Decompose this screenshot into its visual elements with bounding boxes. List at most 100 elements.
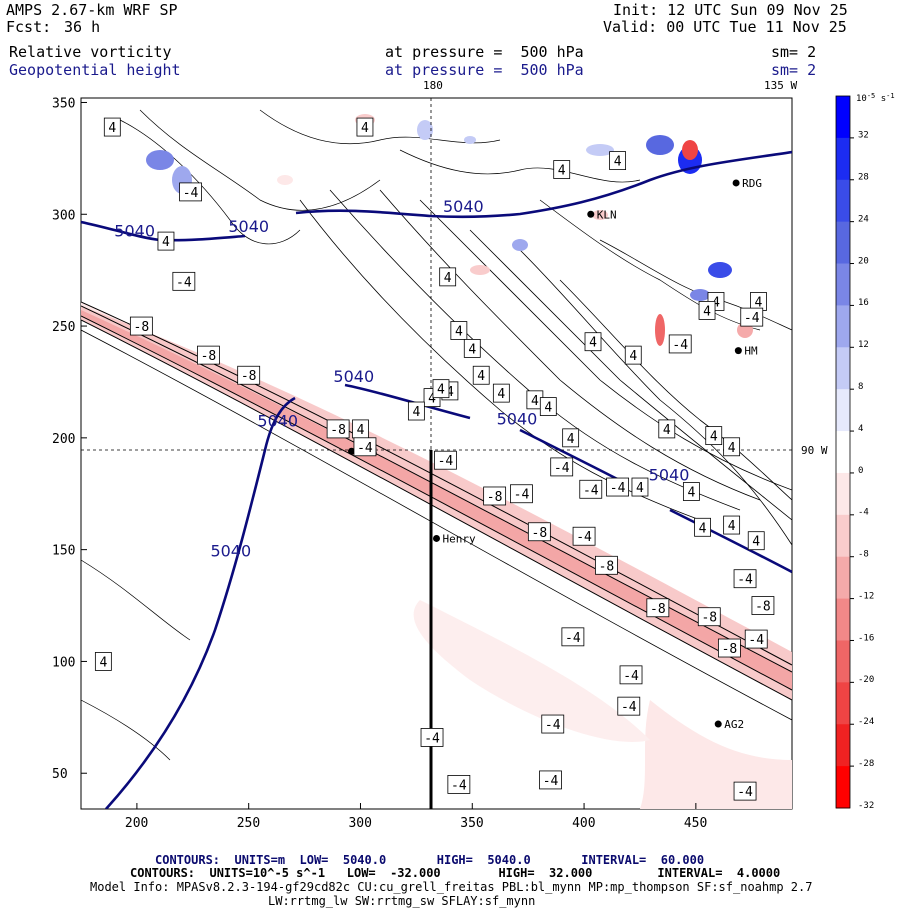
colorbar-label: -4 [858,508,869,518]
colorbar-segment [836,431,850,474]
svg-text:4: 4 [558,164,566,179]
height-contour-label: 5040 [649,465,690,484]
colorbar-segment [836,556,850,600]
colorbar-label: 16 [858,298,869,308]
svg-text:-4: -4 [672,338,688,353]
svg-text:4: 4 [361,121,369,136]
svg-text:4: 4 [444,271,452,286]
y-tick-label-200: 200 [52,432,75,447]
colorbar-label: -28 [858,759,874,769]
svg-text:-4: -4 [176,275,192,290]
colorbar-segment [836,305,850,348]
vorticity-label: -4 [733,781,757,801]
vorticity-label: -8 [237,365,261,385]
vorticity-label: 4 [157,231,175,251]
svg-text:-8: -8 [201,349,217,364]
height-contour-label: 5040 [333,367,374,386]
colorbar-label: -16 [858,633,874,643]
svg-text:4: 4 [629,349,637,364]
vorticity-label: -4 [619,665,643,685]
lon-label-180: 180 [423,79,443,92]
svg-text:4: 4 [728,519,736,534]
colorbar-label: 28 [858,173,869,183]
colorbar-frame [835,95,851,809]
svg-text:4: 4 [567,432,575,447]
vorticity-label: -8 [697,607,721,627]
svg-text:4: 4 [437,383,445,398]
vorticity-label: -4 [740,307,764,327]
vorticity-label: 4 [450,321,468,340]
station-marker [587,210,595,218]
colorbar-segment [836,766,850,809]
svg-text:-8: -8 [487,490,503,505]
station-henry: Henry [433,532,476,545]
svg-text:-4: -4 [737,573,753,588]
colorbar: 32 28 24 20 16 12 8 4 0 -4 -8 -12 -16 -20 -24 -28 -32 [835,95,874,811]
vorticity-label: -4 [579,479,603,499]
svg-text:4: 4 [712,295,720,310]
colorbar-segment [836,347,850,390]
colorbar-segment [836,682,850,725]
svg-text:-8: -8 [722,642,738,657]
vorticity-label: 4 [407,401,425,421]
svg-text:4: 4 [589,336,597,351]
geopotential-height-contours [81,150,792,809]
y-tick-label-250: 250 [52,320,75,335]
vorticity-label: 4 [103,117,121,137]
vorticity-label: -4 [353,437,377,457]
svg-text:4: 4 [162,235,170,250]
valid-time: Valid: 00 UTC Tue 11 Nov 25 [603,18,847,36]
svg-text:-8: -8 [701,611,717,626]
colorbar-label: 12 [858,340,869,350]
vorticity-label: 4 [658,419,676,439]
height-contour-label: 5040 [114,222,155,241]
colorbar-label: -12 [858,591,874,601]
station-label: KLN [597,208,617,221]
colorbar-label: 32 [858,131,869,141]
vorticity-label: 4 [624,345,642,365]
plot-contents [81,98,792,809]
height-contour-label: 5040 [257,412,298,431]
colorbar-label: 20 [858,256,869,266]
colorbar-segment [836,263,850,306]
x-tick-label-200: 200 [125,816,148,831]
svg-text:-8: -8 [330,423,346,438]
x-tick-label-250: 250 [237,816,260,831]
vorticity-label: -4 [510,484,533,504]
vorticity-label: -4 [733,569,757,589]
vorticity-label: 4 [609,151,627,171]
vorticity-label: -4 [606,477,630,497]
y-tick-label-50: 50 [52,767,68,782]
vorticity-label: 4 [472,365,490,385]
vorticity-label: 4 [747,531,765,551]
x-axis-ticks: 200 250 300 350 400 450 [125,803,707,831]
vorticity-label: -4 [744,629,768,649]
field-1-smoothing: sm= 2 [771,43,817,61]
colorbar-segment [836,179,850,223]
colorbar-segment [836,96,850,139]
colorbar-segment [836,724,850,767]
lon-label-135w: 135 W [764,79,797,92]
vorticity-label: -4 [420,728,444,747]
svg-text:-4: -4 [451,778,467,793]
vorticity-label: -8 [717,638,741,658]
station-hm: HM [734,345,758,358]
svg-text:4: 4 [699,521,707,536]
colorbar-segment [836,137,850,181]
vorticity-label: -8 [751,596,775,615]
svg-text:4: 4 [728,441,736,456]
svg-text:4: 4 [428,392,436,407]
station-marker [433,534,440,542]
station-marker [732,179,740,187]
svg-text:-4: -4 [438,454,454,469]
vorticity-label: -4 [572,526,596,546]
y-tick-label-350: 350 [52,96,75,111]
colorbar-label: 8 [858,382,863,392]
colorbar-label: -8 [858,550,869,560]
vorticity-label: -8 [483,486,507,506]
x-tick-label-350: 350 [460,816,483,831]
svg-text:4: 4 [663,423,671,438]
svg-text:-4: -4 [565,631,581,646]
